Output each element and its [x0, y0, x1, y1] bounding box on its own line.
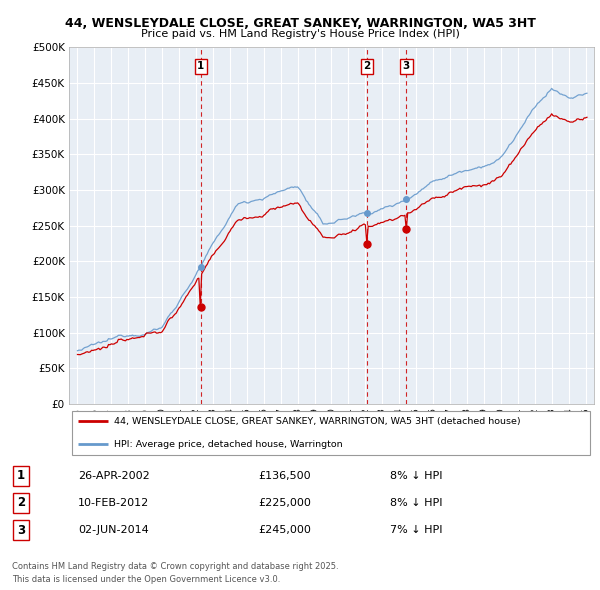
- Text: 44, WENSLEYDALE CLOSE, GREAT SANKEY, WARRINGTON, WA5 3HT (detached house): 44, WENSLEYDALE CLOSE, GREAT SANKEY, WAR…: [113, 417, 520, 426]
- Text: 2: 2: [17, 496, 25, 510]
- Text: 7% ↓ HPI: 7% ↓ HPI: [390, 525, 443, 535]
- Text: £245,000: £245,000: [258, 525, 311, 535]
- Text: 10-FEB-2012: 10-FEB-2012: [78, 498, 149, 508]
- Text: Contains HM Land Registry data © Crown copyright and database right 2025.: Contains HM Land Registry data © Crown c…: [12, 562, 338, 571]
- Text: £225,000: £225,000: [258, 498, 311, 508]
- Text: £136,500: £136,500: [258, 471, 311, 481]
- Text: Price paid vs. HM Land Registry's House Price Index (HPI): Price paid vs. HM Land Registry's House …: [140, 29, 460, 39]
- Text: 8% ↓ HPI: 8% ↓ HPI: [390, 498, 443, 508]
- FancyBboxPatch shape: [71, 411, 590, 455]
- Text: 1: 1: [197, 61, 205, 71]
- Text: 2: 2: [364, 61, 371, 71]
- Text: 1: 1: [17, 469, 25, 482]
- Text: 44, WENSLEYDALE CLOSE, GREAT SANKEY, WARRINGTON, WA5 3HT: 44, WENSLEYDALE CLOSE, GREAT SANKEY, WAR…: [65, 17, 535, 30]
- Text: This data is licensed under the Open Government Licence v3.0.: This data is licensed under the Open Gov…: [12, 575, 280, 584]
- Text: 3: 3: [403, 61, 410, 71]
- Text: 02-JUN-2014: 02-JUN-2014: [78, 525, 149, 535]
- Text: 26-APR-2002: 26-APR-2002: [78, 471, 150, 481]
- Text: HPI: Average price, detached house, Warrington: HPI: Average price, detached house, Warr…: [113, 440, 342, 448]
- Text: 8% ↓ HPI: 8% ↓ HPI: [390, 471, 443, 481]
- Text: 3: 3: [17, 524, 25, 537]
